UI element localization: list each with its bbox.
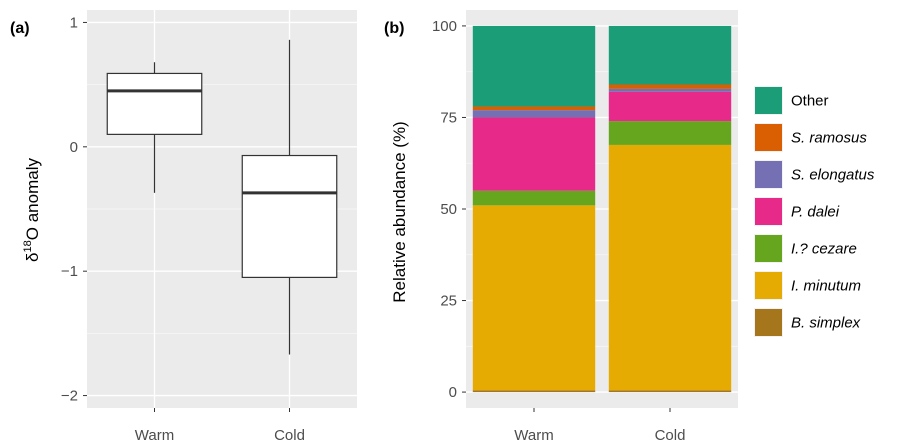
bar-segment-warm-s-elongatus	[472, 110, 596, 118]
bar-segment-cold-b-simplex	[608, 390, 732, 393]
legend-swatch-s-elongatus	[755, 161, 782, 188]
panel-b-bars	[472, 25, 732, 393]
panel-a-y-tick-label: 1	[70, 14, 78, 31]
legend-label-p-dalei: P. dalei	[791, 204, 840, 221]
panel-a-y-tick-label: −1	[61, 263, 78, 280]
panel-a-x-tick-label: Cold	[274, 427, 305, 444]
legend-swatch-other	[755, 87, 782, 114]
panel-b-y-axis-title: Relative abundance (%)	[390, 121, 409, 302]
panel-b-y-tick-label: 0	[449, 384, 457, 401]
panel-a-y-tick-label: 0	[70, 139, 78, 156]
legend-label-other: Other	[791, 93, 829, 110]
box-warm	[106, 72, 203, 135]
panel-b-y-tick-label: 25	[440, 293, 457, 310]
panel-b-x-tick-label: Cold	[655, 427, 686, 444]
panel-a: (a) −2 −1 0 1 Warm Cold δ18O anomaly	[10, 10, 357, 444]
legend-label-i-minutum: I. minutum	[791, 278, 861, 295]
legend-label-s-ramosus: S. ramosus	[791, 130, 867, 147]
legend-swatch-p-dalei	[755, 198, 782, 225]
bar-segment-cold-i-cezare	[608, 121, 732, 145]
panel-a-boxes	[106, 39, 338, 355]
panel-b-y-tick-label: 75	[440, 109, 457, 126]
bar-segment-warm-i-cezare	[472, 190, 596, 206]
bar-segment-warm-other	[472, 25, 596, 107]
bar-segment-warm-s-ramosus	[472, 106, 596, 111]
legend-swatch-i-cezare	[755, 235, 782, 262]
panel-a-y-axis-title: δ18O anomaly	[22, 158, 42, 262]
panel-a-label: (a)	[10, 20, 30, 37]
bar-segment-warm-p-dalei	[472, 117, 596, 191]
legend-label-s-elongatus: S. elongatus	[791, 167, 875, 184]
legend-swatch-b-simplex	[755, 309, 782, 336]
legend-label-b-simplex: B. simplex	[791, 315, 861, 332]
panel-a-y-tick-label: −2	[61, 388, 78, 405]
bar-segment-warm-b-simplex	[472, 390, 596, 393]
panel-b-x-tick-label: Warm	[514, 427, 553, 444]
panel-b: (b) 0 25 50 75 100 Warm Cold Relative abundan…	[384, 10, 875, 444]
bar-segment-cold-i-minutum	[608, 144, 732, 391]
panel-b-y-tick-label: 50	[440, 201, 457, 218]
bar-segment-cold-p-dalei	[608, 91, 732, 122]
legend-swatch-s-ramosus	[755, 124, 782, 151]
panel-a-y-ticks: −2 −1 0 1	[61, 14, 87, 405]
legend-swatch-i-minutum	[755, 272, 782, 299]
panel-a-x-tick-label: Warm	[135, 427, 174, 444]
bar-segment-cold-s-elongatus	[608, 88, 732, 92]
panel-b-label: (b)	[384, 20, 404, 37]
legend-label-i-cezare: I.? cezare	[791, 241, 857, 258]
panel-b-legend: Other S. ramosus S. elongatus P. dalei I.? c…	[754, 86, 875, 337]
bar-segment-cold-other	[608, 25, 732, 85]
panel-a-x-ticks: Warm Cold	[135, 408, 305, 444]
panel-b-x-ticks: Warm Cold	[514, 408, 685, 444]
bar-segment-warm-i-minutum	[472, 205, 596, 391]
box-cold	[241, 154, 338, 279]
panel-b-y-ticks: 0 25 50 75 100	[432, 18, 466, 401]
bar-segment-cold-s-ramosus	[608, 84, 732, 89]
panel-b-y-tick-label: 100	[432, 18, 457, 35]
